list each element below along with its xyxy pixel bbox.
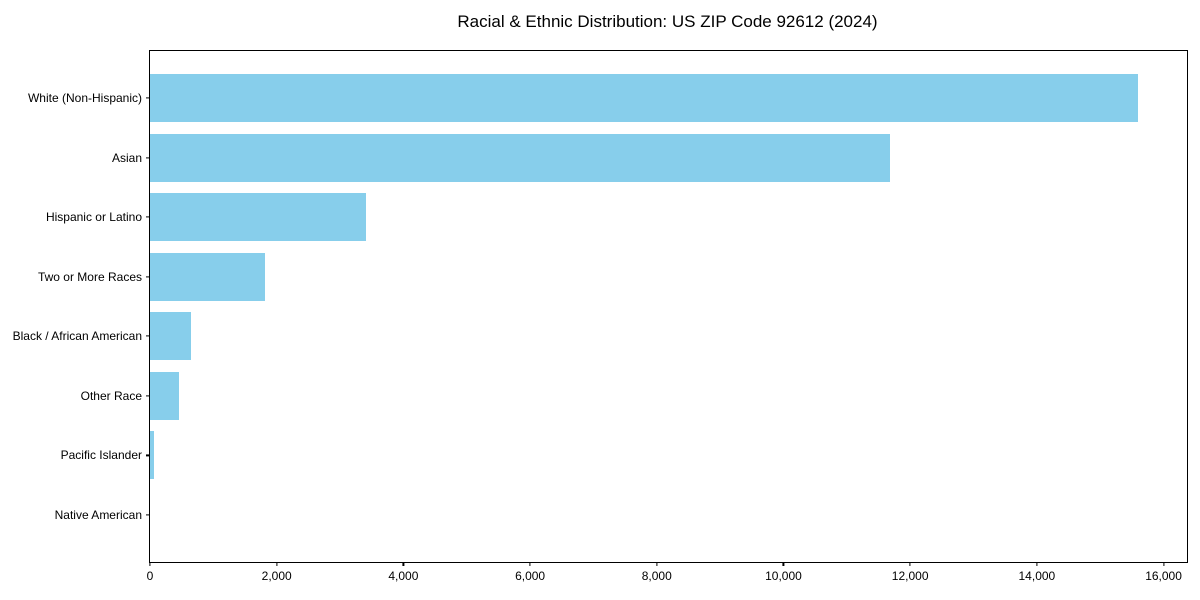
y-tick-mark (146, 335, 150, 337)
x-tick-label: 16,000 (1145, 569, 1182, 583)
bar (150, 431, 154, 480)
y-axis-label: Other Race (80, 388, 142, 403)
y-axis-label: Native American (54, 507, 142, 522)
chart-title: Racial & Ethnic Distribution: US ZIP Cod… (457, 12, 878, 31)
y-axis-label: White (Non-Hispanic) (27, 91, 142, 106)
bar (150, 371, 180, 420)
x-tick-label: 4,000 (388, 569, 419, 583)
x-tick-mark (402, 562, 404, 566)
x-tick-label: 2,000 (261, 569, 292, 583)
y-axis-label: Hispanic or Latino (45, 210, 142, 225)
y-tick-mark (146, 216, 150, 218)
y-tick-mark (146, 276, 150, 278)
plot-area: White (Non-Hispanic) Asian Hispanic or Lat… (13, 50, 1188, 583)
x-tick-mark (1162, 562, 1165, 566)
bar (150, 74, 1138, 123)
bar (150, 252, 266, 301)
y-tick-mark (146, 395, 150, 397)
x-tick-mark (276, 562, 278, 566)
bar (150, 312, 192, 361)
x-tick-mark (782, 562, 785, 566)
x-tick-mark (1036, 562, 1038, 566)
x-tick-label: 8,000 (641, 569, 672, 583)
y-tick-mark (146, 454, 150, 456)
x-tick-mark (909, 562, 911, 566)
y-axis-label: Two or More Races (37, 269, 142, 284)
y-tick-mark (146, 514, 150, 516)
y-axis-label: Black / African American (12, 329, 142, 344)
x-tick-label: 12,000 (891, 569, 929, 583)
bar (150, 193, 366, 242)
y-axis-label: Pacific Islander (60, 448, 142, 463)
y-tick-mark (146, 97, 150, 99)
y-tick-mark (146, 157, 150, 159)
x-tick-label: 6,000 (515, 569, 546, 583)
x-tick-label: 10,000 (765, 569, 802, 583)
x-tick-mark (656, 562, 658, 566)
x-tick-mark (149, 562, 151, 566)
x-tick-label: 14,000 (1018, 569, 1056, 583)
y-axis-label: Asian (111, 150, 142, 165)
bar (150, 133, 890, 182)
x-tick-mark (529, 562, 531, 566)
x-tick-label: 0 (146, 569, 154, 583)
